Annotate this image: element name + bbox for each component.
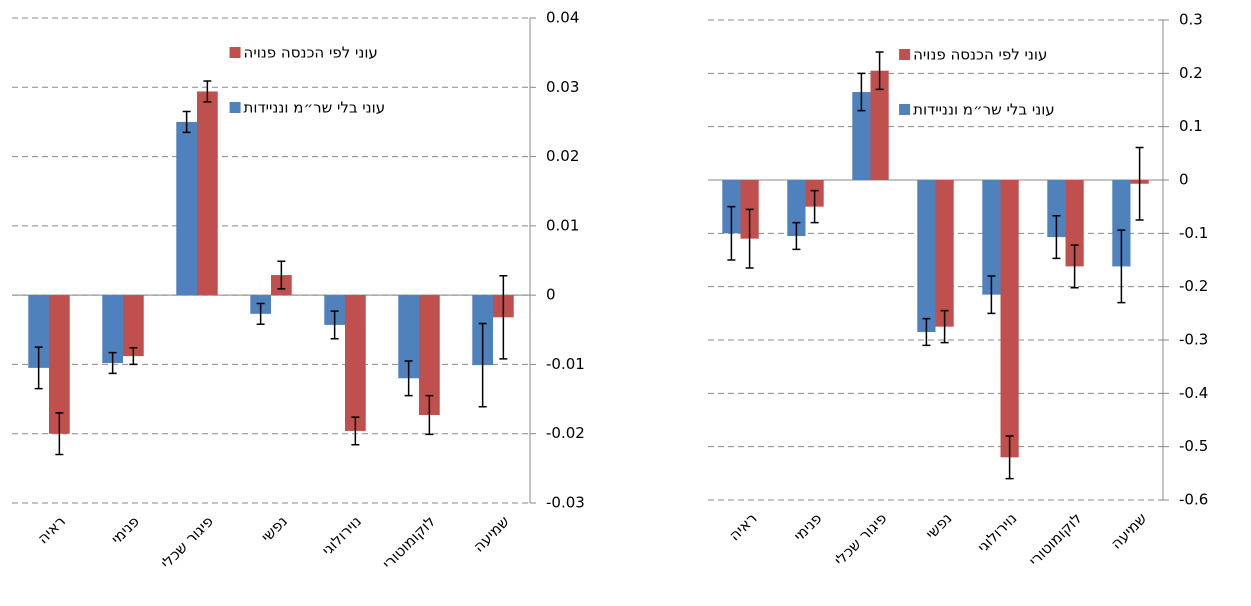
y-tick-label: 0.04 bbox=[546, 9, 579, 27]
y-tick-label: 0.02 bbox=[546, 147, 579, 165]
legend-swatch bbox=[229, 102, 241, 113]
error-bar bbox=[404, 360, 413, 397]
error-bar bbox=[1117, 229, 1126, 304]
y-tick-label: -0.3 bbox=[1179, 331, 1208, 349]
x-tick-label: נפשי bbox=[258, 512, 291, 545]
bar bbox=[176, 121, 197, 296]
y-tick-label: -0.2 bbox=[1179, 277, 1208, 295]
legend-label: עוני בלי שר״מ ונניידות bbox=[913, 101, 1055, 119]
x-tick-label: פיגור שכלי bbox=[831, 509, 891, 569]
x-tick-label: ראיה bbox=[725, 509, 760, 544]
x-tick-label: נוירולוגי bbox=[318, 512, 365, 559]
x-tick-label: נוירולוגי bbox=[974, 509, 1021, 556]
y-tick-label: 0 bbox=[546, 286, 556, 304]
x-tick-label: פנימי bbox=[107, 512, 143, 548]
error-bar bbox=[425, 394, 434, 436]
legend-swatch bbox=[899, 49, 911, 60]
bar bbox=[982, 180, 1001, 295]
legend-swatch bbox=[229, 47, 241, 58]
error-bar bbox=[1070, 244, 1079, 289]
error-bar bbox=[922, 317, 931, 347]
error-bar bbox=[727, 205, 736, 261]
error-bar bbox=[277, 260, 286, 290]
y-tick-label: -0.4 bbox=[1179, 384, 1208, 402]
error-bar bbox=[330, 310, 339, 340]
bar bbox=[123, 295, 144, 357]
bar bbox=[324, 295, 345, 325]
legend-label: עוני בלי שר״מ ונניידות bbox=[244, 99, 386, 117]
error-bar bbox=[351, 416, 360, 446]
legend-label: עוני לפי הכנסה פנויה bbox=[244, 44, 378, 62]
legend-swatch bbox=[899, 104, 911, 115]
error-bar bbox=[203, 80, 212, 103]
x-tick-label: פנימי bbox=[790, 509, 826, 545]
error-bar bbox=[875, 51, 884, 91]
error-bar bbox=[129, 347, 138, 366]
error-bar bbox=[745, 208, 754, 269]
x-tick-label: ראיה bbox=[34, 512, 69, 547]
y-tick-label: -0.02 bbox=[546, 424, 585, 442]
error-bar bbox=[987, 275, 996, 315]
x-tick-label: נפשי bbox=[922, 509, 955, 542]
y-tick-label: -0.01 bbox=[546, 355, 585, 373]
bar bbox=[197, 91, 218, 296]
bar bbox=[28, 295, 49, 368]
y-tick-label: 0.01 bbox=[546, 216, 579, 234]
y-tick-label: 0 bbox=[1179, 171, 1189, 189]
error-bar bbox=[1135, 146, 1144, 221]
x-tick-label: פיגור שכלי bbox=[157, 512, 217, 572]
y-tick-label: 0.03 bbox=[546, 78, 579, 96]
error-bar bbox=[256, 302, 265, 325]
y-tick-label: 0.2 bbox=[1179, 64, 1203, 82]
error-bar bbox=[1052, 214, 1061, 260]
error-bar bbox=[857, 72, 866, 112]
error-bar bbox=[1005, 435, 1014, 480]
x-tick-label: לוקומוטורי bbox=[379, 512, 439, 572]
y-tick-label: 0.3 bbox=[1179, 11, 1203, 29]
bar bbox=[345, 295, 366, 431]
legend-label: עוני לפי הכנסה פנויה bbox=[913, 46, 1047, 64]
x-tick-label: לוקומוטורי bbox=[1025, 509, 1085, 569]
y-tick-label: 0.1 bbox=[1179, 117, 1203, 135]
error-bar bbox=[182, 110, 191, 134]
bar bbox=[419, 295, 440, 416]
error-bar bbox=[499, 274, 508, 360]
bar bbox=[917, 180, 936, 332]
bar bbox=[870, 70, 889, 180]
bar bbox=[1065, 180, 1084, 267]
error-bar bbox=[108, 351, 117, 375]
bar bbox=[1112, 180, 1131, 267]
error-bar bbox=[34, 346, 43, 390]
bar bbox=[1000, 180, 1019, 458]
y-tick-label: -0.1 bbox=[1179, 224, 1208, 242]
x-tick-label: שמיעה bbox=[1107, 509, 1150, 552]
y-tick-label: -0.03 bbox=[546, 494, 585, 512]
error-bar bbox=[810, 189, 819, 224]
bar bbox=[787, 180, 806, 236]
bar bbox=[102, 295, 123, 364]
y-tick-label: -0.5 bbox=[1179, 437, 1208, 455]
error-bar bbox=[55, 412, 64, 456]
error-bar bbox=[940, 309, 949, 344]
y-tick-label: -0.6 bbox=[1179, 491, 1208, 509]
bar bbox=[935, 180, 954, 327]
error-bar bbox=[792, 221, 801, 251]
x-tick-label: שמיעה bbox=[470, 512, 513, 555]
bar bbox=[49, 295, 70, 434]
error-bar bbox=[478, 322, 487, 408]
bar bbox=[852, 92, 871, 180]
bar bbox=[1047, 180, 1066, 238]
bar bbox=[398, 295, 419, 379]
